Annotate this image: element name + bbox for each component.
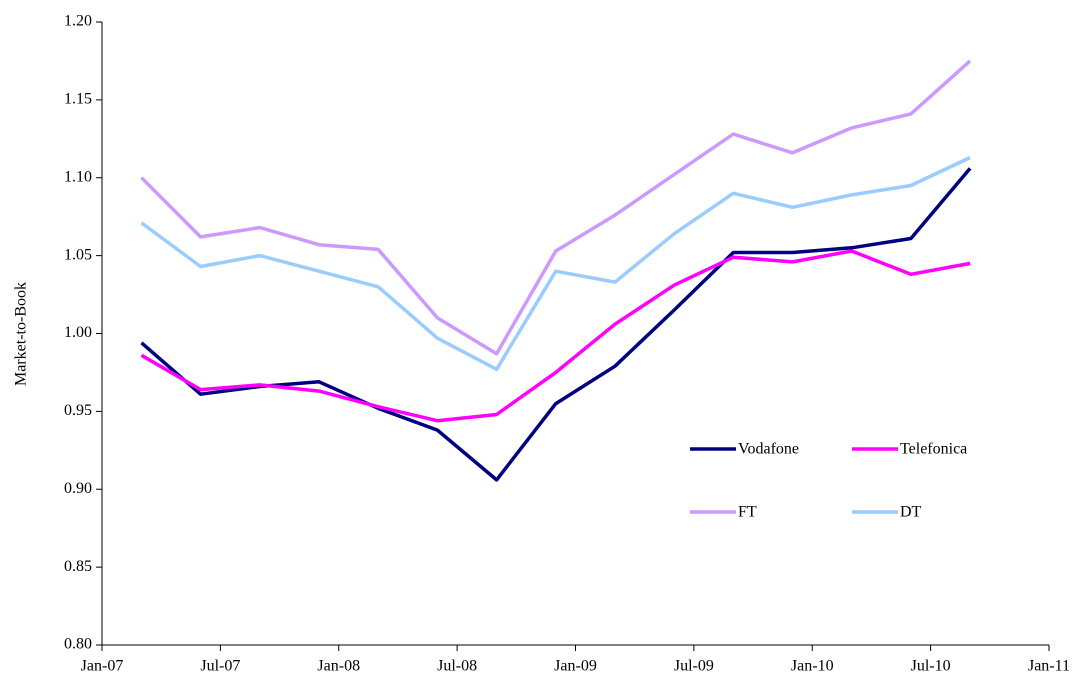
x-tick-label: Jan-10 [791,658,834,675]
x-tick-label: Jan-08 [317,658,360,675]
legend-label: FT [738,504,757,521]
legend-label: DT [900,504,922,521]
y-tick-label: 1.05 [64,246,92,263]
legend-label: Telefonica [900,441,967,458]
series-line [140,249,971,423]
series-line [140,155,971,372]
x-tick-label: Jul-09 [674,658,714,675]
series-line [140,167,972,482]
legend-label: Vodafone [738,441,799,458]
series-line [140,59,972,356]
x-tick-label: Jan-07 [81,658,124,675]
y-tick-label: 1.15 [64,91,92,108]
y-tick-label: 0.90 [64,480,92,497]
y-tick-label: 0.85 [64,558,92,575]
x-tick-label: Jul-07 [200,658,240,675]
x-tick-label: Jan-09 [554,658,597,675]
x-tick-label: Jul-08 [437,658,477,675]
y-tick-label: 0.95 [64,402,92,419]
y-tick-label: 1.00 [64,324,92,341]
x-tick-label: Jan-11 [1028,658,1070,675]
y-tick-label: 1.10 [64,168,92,185]
y-tick-label: 1.20 [64,13,92,30]
y-tick-label: 0.80 [64,636,92,653]
y-axis-label: Market-to-Book [13,282,30,386]
x-tick-label: Jul-10 [911,658,951,675]
